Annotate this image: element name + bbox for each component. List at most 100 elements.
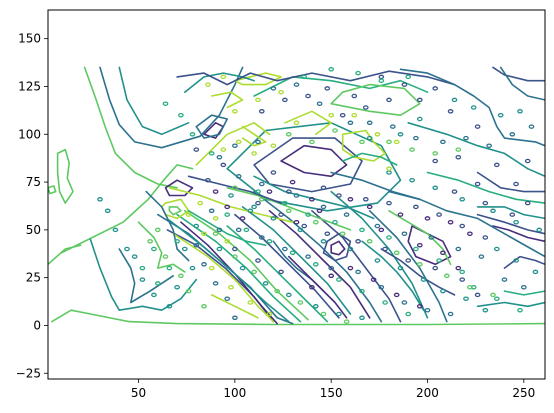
contour-island-level-2 bbox=[405, 258, 412, 263]
contour-island-level-7 bbox=[374, 132, 381, 137]
contour-island-level-7 bbox=[205, 82, 211, 87]
contour-line-level-1 bbox=[492, 225, 545, 243]
contour-line-level-2 bbox=[234, 213, 340, 319]
contour-island-level-2 bbox=[378, 74, 385, 80]
contour-island-level-5 bbox=[243, 227, 250, 233]
contour-island-level-3 bbox=[401, 231, 408, 236]
contour-island-level-2 bbox=[351, 93, 358, 99]
contour-island-level-3 bbox=[270, 86, 277, 91]
contour-line-level-6 bbox=[330, 83, 421, 116]
x-tick-label: 200 bbox=[416, 386, 439, 400]
contour-island-level-6 bbox=[258, 197, 265, 202]
contour-island-level-7 bbox=[208, 265, 215, 271]
contour-island-level-6 bbox=[285, 208, 292, 214]
contour-island-level-3 bbox=[208, 208, 215, 214]
contour-island-level-7 bbox=[197, 200, 204, 206]
contour-line-level-3 bbox=[145, 190, 190, 262]
contour-island-level-7 bbox=[328, 112, 335, 118]
contour-island-level-2 bbox=[401, 82, 408, 87]
contour-island-level-4 bbox=[420, 277, 427, 282]
contour-line-level-7 bbox=[210, 294, 259, 319]
axes-frame bbox=[47, 9, 546, 380]
contour-island-level-5 bbox=[208, 151, 215, 156]
contour-line-level-2 bbox=[476, 171, 545, 193]
contour-line-level-2 bbox=[176, 70, 456, 86]
contour-island-level-7 bbox=[251, 151, 257, 156]
contour-island-level-6 bbox=[416, 262, 423, 267]
contour-island-level-5 bbox=[405, 74, 412, 80]
contour-island-level-6 bbox=[232, 254, 238, 259]
contour-line-level-6 bbox=[137, 221, 186, 273]
contour-island-level-6 bbox=[251, 269, 257, 275]
contour-line-level-6 bbox=[51, 309, 545, 326]
contour-line-level-2 bbox=[492, 66, 545, 82]
contour-line-level-3 bbox=[368, 210, 448, 323]
contour-line-level-2 bbox=[476, 213, 545, 235]
y-tick-label: 125 bbox=[18, 79, 41, 93]
contour-island-level-3 bbox=[509, 132, 516, 137]
contour-island-level-3 bbox=[413, 135, 419, 141]
x-tick-label: 100 bbox=[223, 386, 246, 400]
contour-island-level-4 bbox=[347, 246, 354, 252]
contour-island-level-7 bbox=[228, 284, 234, 290]
contour-line-level-7 bbox=[172, 232, 275, 323]
contour-island-level-6 bbox=[339, 231, 346, 236]
contour-island-level-7 bbox=[393, 139, 400, 145]
contour-island-level-5 bbox=[378, 78, 385, 83]
x-tick-label: 150 bbox=[320, 386, 343, 400]
contour-island-level-7 bbox=[185, 212, 192, 217]
contour-line-level-4 bbox=[226, 122, 402, 212]
contour-island-level-2 bbox=[493, 162, 500, 168]
contour-island-level-7 bbox=[220, 147, 227, 152]
contour-island-level-4 bbox=[397, 132, 404, 137]
contour-line-level-5 bbox=[176, 213, 302, 323]
contour-island-level-1 bbox=[316, 208, 323, 214]
y-tick-label: 150 bbox=[18, 32, 41, 46]
contour-island-level-5 bbox=[359, 227, 365, 233]
contour-island-level-2 bbox=[459, 277, 466, 282]
contour-island-level-4 bbox=[112, 227, 119, 233]
contour-island-level-2 bbox=[232, 246, 238, 252]
contour-island-level-1 bbox=[289, 179, 296, 185]
contour-island-level-5 bbox=[328, 67, 335, 72]
contour-line-level-7 bbox=[210, 91, 244, 109]
contour-island-level-2 bbox=[205, 177, 211, 183]
contour-line-level-2 bbox=[380, 248, 456, 296]
contour-line-level-5 bbox=[503, 290, 545, 296]
contour-island-level-4 bbox=[463, 296, 469, 301]
contour-line-level-6 bbox=[168, 206, 182, 216]
contour-island-level-2 bbox=[301, 223, 308, 229]
contour-line-level-3 bbox=[195, 114, 228, 139]
contour-line-level-6 bbox=[83, 66, 178, 189]
contour-island-level-1 bbox=[366, 204, 373, 210]
contour-island-level-6 bbox=[490, 292, 496, 298]
contour-line-level-4 bbox=[476, 301, 545, 308]
contour-island-level-1 bbox=[378, 227, 385, 233]
contour-island-level-5 bbox=[255, 189, 261, 194]
contour-island-level-4 bbox=[482, 307, 489, 313]
contour-island-level-4 bbox=[336, 311, 342, 317]
contour-island-level-2 bbox=[336, 193, 342, 198]
contour-island-level-4 bbox=[416, 116, 423, 122]
contour-line-level-5 bbox=[187, 210, 267, 246]
contour-island-level-1 bbox=[370, 277, 377, 282]
contour-island-level-3 bbox=[520, 284, 527, 290]
contour-line-level-7 bbox=[241, 125, 267, 147]
contour-island-level-7 bbox=[351, 112, 358, 118]
contour-island-level-4 bbox=[490, 208, 496, 214]
contour-island-level-3 bbox=[305, 254, 311, 259]
contour-island-level-2 bbox=[258, 109, 265, 114]
contour-island-level-3 bbox=[193, 242, 200, 248]
contour-island-level-2 bbox=[459, 223, 466, 229]
contour-island-level-7 bbox=[220, 74, 227, 80]
contour-island-level-6 bbox=[185, 288, 192, 294]
contour-island-level-2 bbox=[193, 147, 200, 152]
contour-line-level-4 bbox=[476, 206, 545, 220]
contour-island-level-7 bbox=[293, 120, 300, 126]
contour-island-level-5 bbox=[189, 132, 196, 137]
contour-island-level-3 bbox=[463, 135, 469, 141]
contour-island-level-5 bbox=[493, 296, 500, 301]
contour-island-level-2 bbox=[255, 200, 261, 206]
contour-island-level-2 bbox=[482, 235, 489, 240]
